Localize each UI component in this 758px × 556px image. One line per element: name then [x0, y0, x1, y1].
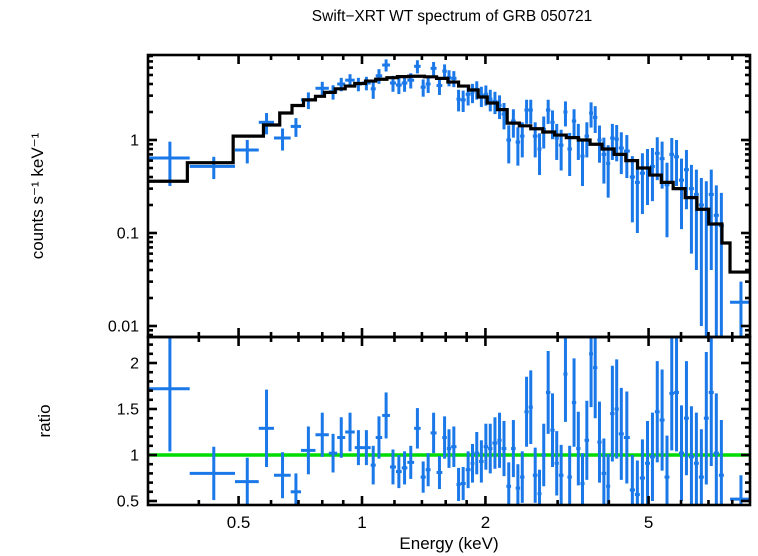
plot-title: Swift−XRT WT spectrum of GRB 050721: [311, 8, 593, 25]
svg-text:0.5: 0.5: [227, 513, 251, 532]
svg-text:1.5: 1.5: [117, 402, 139, 419]
svg-text:2: 2: [130, 356, 139, 373]
svg-text:5: 5: [644, 513, 653, 532]
svg-text:1: 1: [130, 448, 139, 465]
svg-text:1: 1: [357, 513, 366, 532]
svg-text:1: 1: [130, 133, 139, 150]
svg-text:2: 2: [481, 513, 490, 532]
svg-text:0.01: 0.01: [108, 319, 139, 336]
svg-text:0.5: 0.5: [117, 494, 139, 511]
svg-text:0.1: 0.1: [117, 226, 139, 243]
x-axis-label-energy: Energy (keV): [399, 534, 499, 553]
